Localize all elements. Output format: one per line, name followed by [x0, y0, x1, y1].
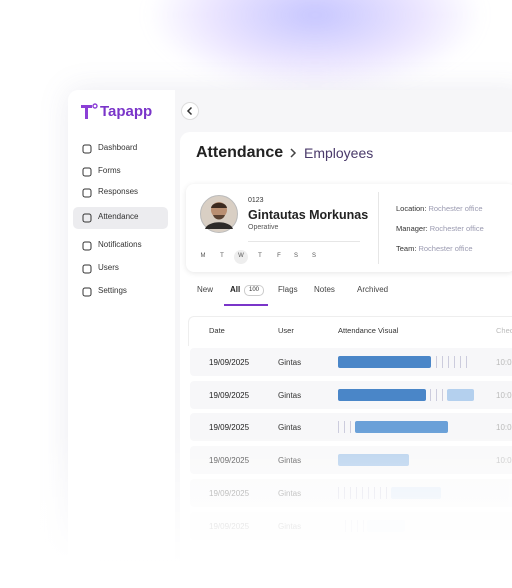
nav-icon: [82, 213, 92, 223]
day: M: [200, 253, 206, 259]
tab[interactable]: Flags: [278, 285, 298, 294]
cell-user: Gintas: [278, 423, 302, 433]
logo-icon: [81, 103, 98, 119]
tab-badge: 100: [244, 285, 264, 296]
tick: [436, 388, 437, 401]
detail-value: Rochester office: [428, 204, 483, 213]
nav-item[interactable]: Settings: [98, 286, 127, 295]
nav-icon: [82, 188, 92, 198]
column-header: User: [278, 326, 294, 335]
detail-label: Location: Rochester office: [396, 204, 483, 213]
tab[interactable]: New: [197, 285, 214, 294]
nav-icon: [82, 287, 92, 297]
nav-item[interactable]: Dashboard: [98, 143, 138, 152]
tab[interactable]: Archived: [357, 285, 389, 294]
table-header: [188, 316, 512, 346]
nav-item[interactable]: Responses: [98, 187, 139, 196]
detail-label: Team: Rochester office: [396, 244, 473, 253]
tick: [442, 388, 443, 401]
tab-underline: [224, 304, 268, 306]
day: S: [293, 253, 298, 259]
bottom-fade: [0, 430, 512, 588]
cell-check-in: 10:0: [496, 390, 512, 400]
table-row[interactable]: 19/09/2025 Gintas 10:0: [190, 348, 512, 376]
profile-name: Gintautas Morkunas: [248, 208, 369, 222]
nav-item[interactable]: Users: [98, 263, 119, 272]
day: T: [258, 253, 262, 259]
avatar: [200, 195, 238, 233]
tick: [466, 356, 467, 368]
tick: [350, 421, 351, 434]
breadcrumb[interactable]: Employees: [304, 145, 374, 161]
day: T: [220, 253, 224, 259]
attendance-bar: [338, 388, 426, 401]
tick: [442, 356, 443, 368]
nav-item[interactable]: Attendance: [98, 212, 139, 221]
day: F: [277, 253, 281, 259]
tick: [344, 421, 345, 434]
nav-icon: [82, 241, 92, 251]
back-button[interactable]: [181, 102, 199, 120]
attendance-bar: [338, 356, 431, 368]
tick: [460, 356, 461, 368]
cell-check-in: 10:0: [496, 423, 512, 433]
column-header: Date: [209, 326, 225, 335]
detail-value: Rochester office: [418, 244, 473, 253]
nav-icon: [82, 264, 92, 274]
table-row[interactable]: 19/09/2025 Gintas 10:0: [190, 380, 512, 409]
profile-id: 0123: [248, 197, 264, 204]
nav-selected-bg: [73, 207, 168, 229]
cell-check-in: 10:0: [496, 358, 512, 367]
background-glow: [150, 0, 480, 90]
cell-user: Gintas: [278, 358, 302, 367]
cell-date: 19/09/2025: [209, 358, 250, 367]
day: S: [311, 253, 316, 259]
divider: [248, 241, 360, 242]
nav-item[interactable]: Forms: [98, 166, 121, 175]
breadcrumb-arrow: [290, 148, 297, 158]
column-header: Attendance Visual: [338, 326, 399, 335]
tab[interactable]: All: [230, 285, 241, 294]
tick: [430, 388, 431, 401]
tick: [448, 356, 449, 368]
cell-user: Gintas: [278, 390, 302, 400]
day-selected-bg: [234, 250, 248, 264]
divider: [378, 192, 379, 264]
profile-role: Operative: [248, 224, 279, 231]
attendance-bar: [447, 388, 474, 401]
tick: [338, 421, 339, 434]
tick: [454, 356, 455, 368]
nav-icon: [82, 167, 92, 177]
nav-icon: [82, 144, 92, 154]
detail-value: Rochester office: [429, 224, 484, 233]
nav-item[interactable]: Notifications: [98, 240, 142, 249]
tick: [436, 356, 437, 368]
app-name: Tapapp: [100, 103, 153, 120]
cell-date: 19/09/2025: [209, 423, 250, 433]
tab[interactable]: Notes: [314, 285, 335, 294]
day: W: [238, 253, 244, 259]
cell-date: 19/09/2025: [209, 390, 250, 400]
column-header: Chec: [496, 326, 512, 335]
page-title: Attendance: [196, 144, 284, 161]
detail-label: Manager: Rochester office: [396, 224, 484, 233]
